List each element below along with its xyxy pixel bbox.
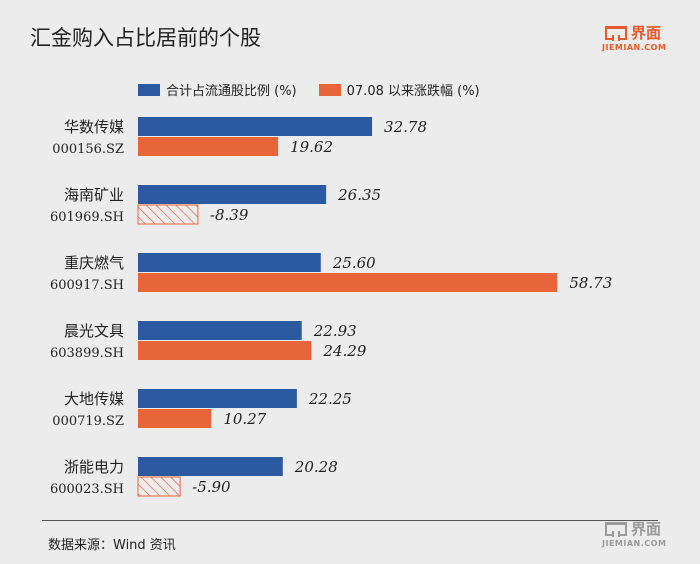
category-name: 大地传媒: [64, 390, 124, 408]
jiemian-logo-icon: [604, 25, 627, 41]
source-note: 数据来源：Wind 资讯: [48, 538, 176, 553]
logo-footer-text: 界面: [630, 520, 661, 538]
bar-change: [138, 137, 279, 156]
category-code: 603899.SH: [50, 346, 124, 361]
value-label-change: 24.29: [322, 342, 366, 360]
jiemian-logo: 界面 JIEMIAN.COM: [602, 22, 667, 52]
value-label-ratio: 20.28: [294, 458, 338, 476]
logo-text: 界面: [630, 24, 661, 42]
footer-divider: [42, 520, 658, 521]
category-code: 000719.SZ: [52, 414, 124, 429]
bar-change: [138, 409, 212, 428]
legend-swatch-orange: [318, 83, 341, 96]
value-label-ratio: 26.35: [337, 186, 381, 204]
legend-item-orange: 07.08 以来涨跌幅 (%): [318, 80, 480, 99]
chart-legend: 合计占流通股比例 (%) 07.08 以来涨跌幅 (%): [138, 80, 502, 99]
bar-change: [137, 204, 199, 225]
logo-subtext: JIEMIAN.COM: [602, 43, 667, 52]
category-code: 000156.SZ: [52, 142, 124, 157]
bar-ratio: [138, 321, 302, 340]
value-label-change: 19.62: [290, 138, 333, 156]
legend-swatch-blue: [138, 83, 160, 96]
bar-ratio: [138, 185, 327, 204]
legend-label-orange: 07.08 以来涨跌幅 (%): [346, 84, 480, 99]
value-label-ratio: 25.60: [332, 254, 376, 272]
value-label-change: 58.73: [569, 274, 612, 292]
bar-change: [137, 476, 181, 497]
value-label-ratio: 22.25: [308, 390, 352, 408]
category-name: 晨光文具: [64, 322, 124, 340]
category-name: 重庆燃气: [64, 254, 124, 272]
bar-change: [138, 273, 558, 292]
bar-ratio: [138, 117, 373, 136]
category-name: 华数传媒: [64, 118, 124, 136]
bar-change: [138, 341, 312, 360]
bar-ratio: [138, 253, 321, 272]
legend-label-blue: 合计占流通股比例 (%): [166, 84, 297, 99]
logo-footer-subtext: JIEMIAN.COM: [602, 539, 667, 548]
chart-title: 汇金购入占比居前的个股: [30, 26, 261, 50]
value-label-ratio: 32.78: [384, 118, 427, 136]
category-name: 海南矿业: [64, 186, 124, 204]
category-code: 600023.SH: [50, 482, 124, 497]
legend-item-blue: 合计占流通股比例 (%): [138, 80, 297, 99]
value-label-change: -8.39: [210, 206, 249, 224]
jiemian-logo-footer: 界面 JIEMIAN.COM: [602, 518, 667, 548]
category-code: 601969.SH: [50, 210, 124, 225]
category-name: 浙能电力: [64, 458, 124, 476]
jiemian-logo-footer-icon: [604, 521, 627, 537]
bar-ratio: [138, 389, 297, 408]
bar-ratio: [138, 457, 283, 476]
value-label-change: -5.90: [192, 478, 231, 496]
value-label-change: 10.27: [223, 410, 266, 428]
value-label-ratio: 22.93: [313, 322, 357, 340]
category-code: 600917.SH: [50, 278, 124, 293]
